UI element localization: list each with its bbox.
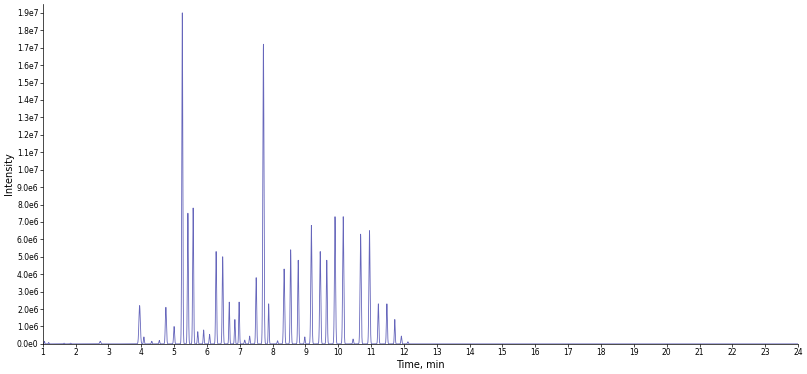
Y-axis label: Intensity: Intensity	[4, 153, 15, 195]
X-axis label: Time, min: Time, min	[396, 360, 445, 370]
